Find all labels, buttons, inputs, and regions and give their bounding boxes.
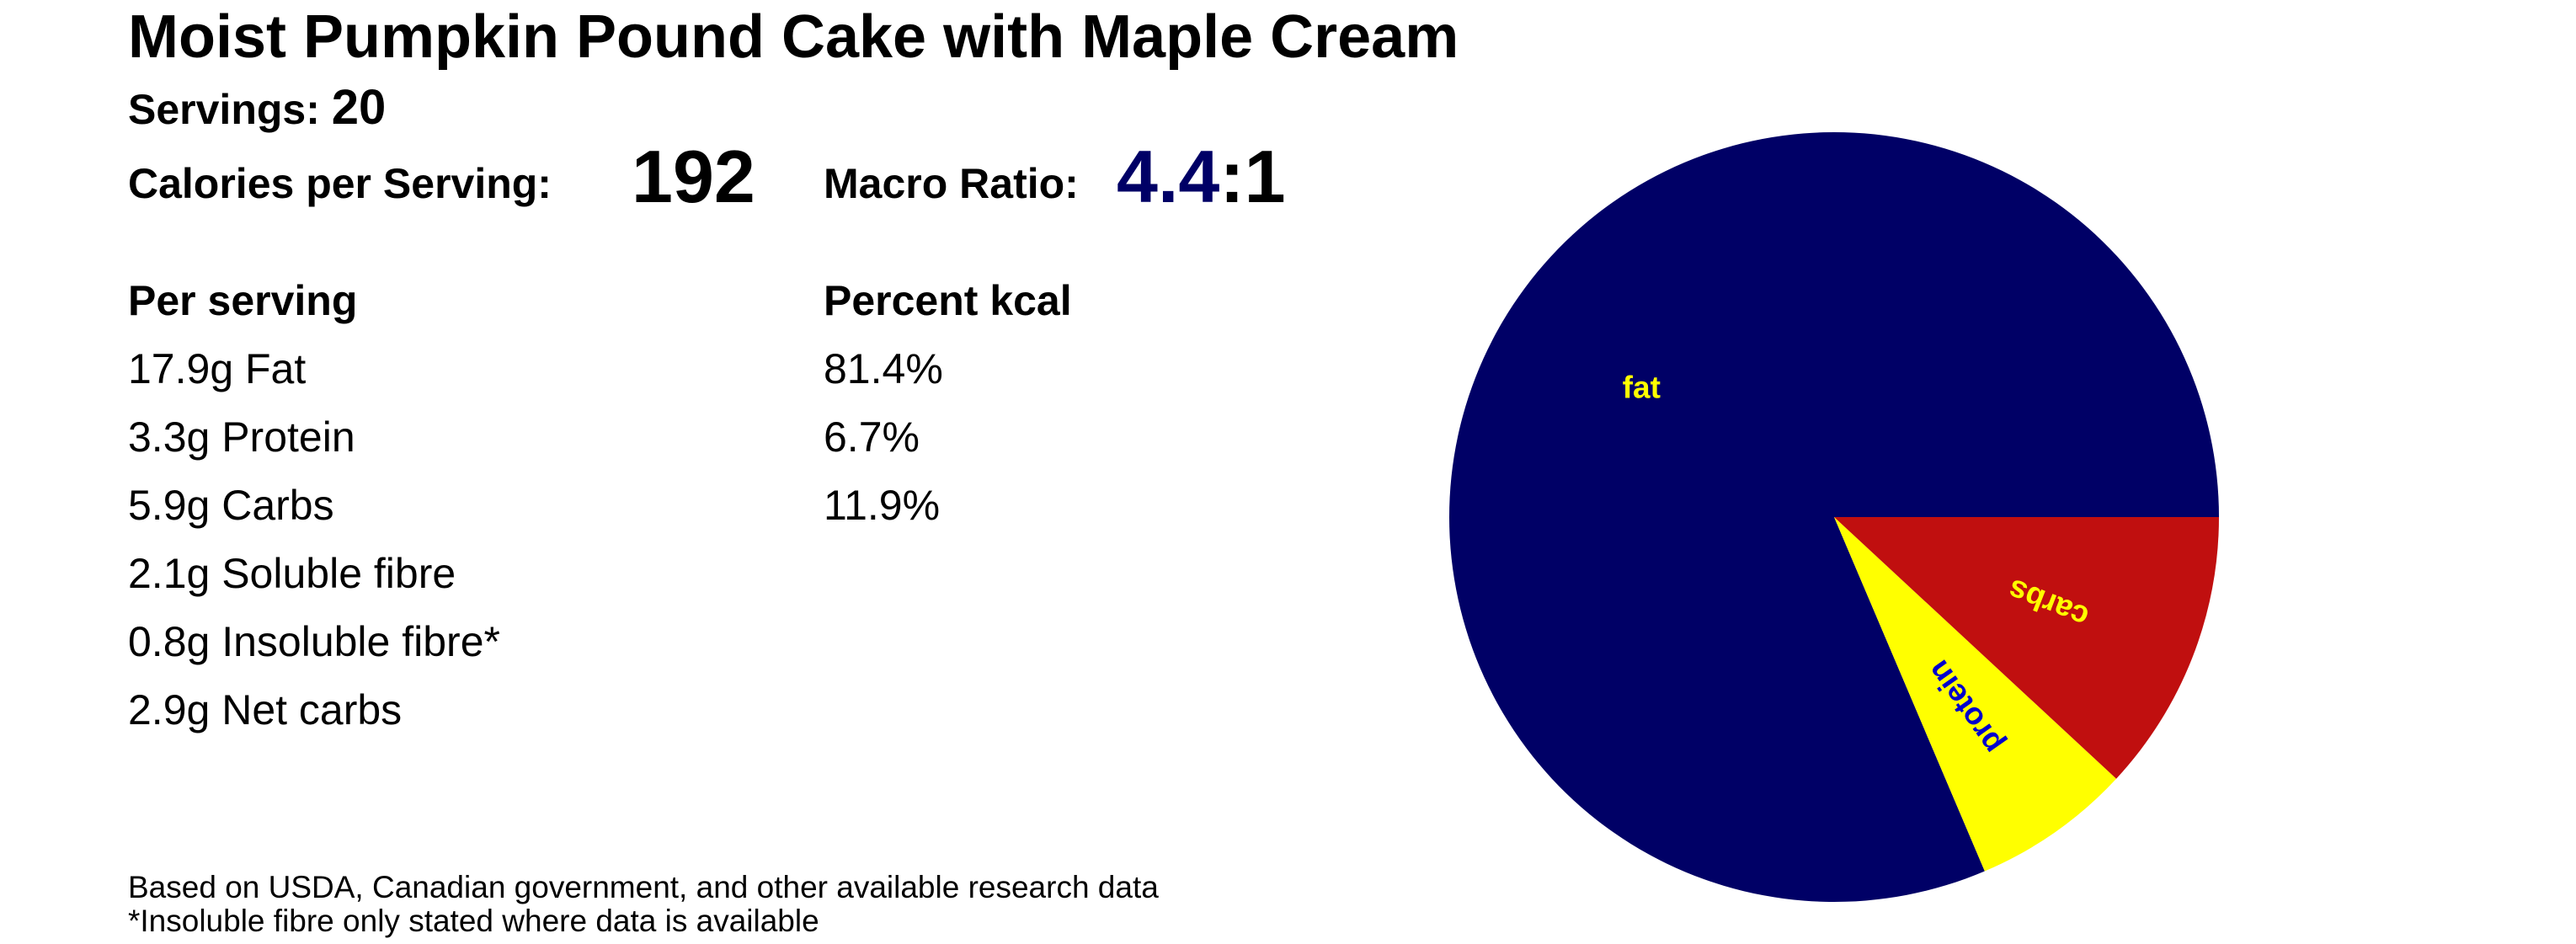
servings-label: Servings: [128, 86, 320, 133]
calories-value: 192 [632, 135, 755, 218]
percent-kcal-heading: Percent kcal [824, 277, 1072, 324]
insoluble-fibre-footnote: *Insoluble fibre only stated where data … [128, 904, 819, 938]
pie-slice-protein [1834, 517, 2117, 872]
pie-label-fat: fat [1623, 371, 1661, 405]
percent-kcal-row-fat: 81.4% [824, 345, 943, 392]
per-serving-heading: Per serving [128, 277, 358, 324]
per-serving-row-protein: 3.3g Protein [128, 413, 355, 461]
percent-kcal-row-carbs: 11.9% [824, 482, 941, 529]
recipe-title: Moist Pumpkin Pound Cake with Maple Crea… [128, 3, 1459, 71]
macro-ratio-label: Macro Ratio: [824, 160, 1079, 207]
source-footnote: Based on USDA, Canadian government, and … [128, 870, 1159, 904]
macro-ratio-number: 4.4 [1117, 135, 1220, 218]
macro-ratio-value: 4.4:1 [1117, 135, 1286, 219]
per-serving-row-fat: 17.9g Fat [128, 345, 307, 392]
pie-slices [1449, 131, 2219, 903]
pie-slice-carbs [1834, 517, 2219, 779]
servings-line: Servings: 20 [128, 83, 386, 135]
per-serving-row-insoluble-fibre: 0.8g Insoluble fibre* [128, 618, 500, 665]
per-serving-row-carbs: 5.9g Carbs [128, 482, 334, 529]
macro-ratio-suffix: :1 [1219, 135, 1286, 218]
per-serving-row-soluble-fibre: 2.1g Soluble fibre [128, 550, 456, 597]
servings-value: 20 [331, 80, 387, 135]
percent-kcal-row-protein: 6.7% [824, 413, 920, 461]
per-serving-row-net-carbs: 2.9g Net carbs [128, 686, 403, 733]
calories-label: Calories per Serving: [128, 160, 552, 207]
